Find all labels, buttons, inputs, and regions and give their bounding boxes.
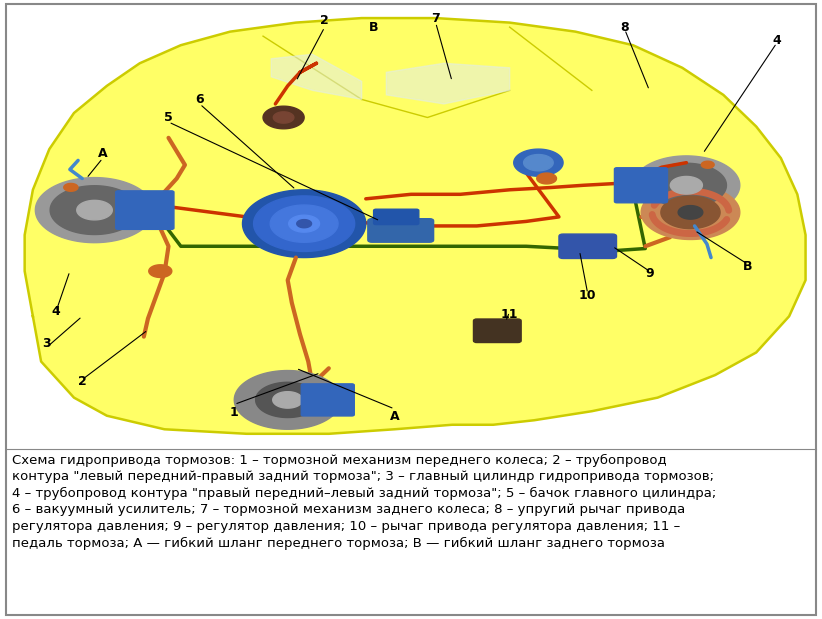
Polygon shape (242, 190, 366, 258)
Text: 10: 10 (579, 290, 597, 303)
Text: 8: 8 (621, 20, 629, 33)
Text: A: A (390, 410, 399, 423)
Polygon shape (514, 149, 563, 176)
Text: B: B (743, 260, 753, 273)
FancyBboxPatch shape (301, 384, 354, 416)
Text: A: A (98, 147, 108, 160)
Text: 2: 2 (321, 14, 329, 27)
Polygon shape (273, 392, 302, 408)
Polygon shape (646, 163, 727, 207)
Polygon shape (35, 178, 154, 243)
FancyBboxPatch shape (373, 209, 419, 225)
Polygon shape (386, 63, 510, 104)
Text: 3: 3 (42, 337, 50, 350)
Text: 6: 6 (196, 93, 204, 106)
Polygon shape (256, 383, 320, 418)
Polygon shape (297, 220, 312, 228)
Text: Схема гидропривода тормозов: 1 – тормозной механизм переднего колеса; 2 – трубоп: Схема гидропривода тормозов: 1 – тормозн… (12, 454, 717, 550)
Polygon shape (537, 173, 556, 184)
Polygon shape (678, 206, 703, 219)
Polygon shape (270, 205, 338, 242)
FancyBboxPatch shape (614, 168, 667, 203)
Polygon shape (149, 265, 172, 277)
Polygon shape (524, 155, 553, 171)
Polygon shape (25, 18, 806, 434)
Polygon shape (661, 196, 720, 228)
Text: 4: 4 (52, 305, 60, 318)
Polygon shape (263, 106, 304, 129)
Polygon shape (289, 215, 320, 232)
Polygon shape (50, 186, 139, 235)
Text: 2: 2 (78, 375, 86, 388)
Polygon shape (271, 54, 362, 100)
Text: B: B (369, 20, 379, 33)
FancyBboxPatch shape (473, 319, 521, 342)
Polygon shape (641, 185, 740, 240)
Polygon shape (234, 371, 341, 429)
Text: 7: 7 (432, 12, 440, 25)
Text: 4: 4 (773, 34, 781, 47)
Polygon shape (633, 156, 740, 215)
FancyBboxPatch shape (368, 219, 434, 242)
Polygon shape (671, 176, 702, 194)
Text: 9: 9 (645, 267, 653, 280)
FancyBboxPatch shape (116, 191, 174, 230)
FancyBboxPatch shape (559, 234, 616, 259)
Polygon shape (76, 201, 113, 220)
Text: 1: 1 (230, 405, 238, 418)
Text: 11: 11 (501, 308, 519, 321)
Polygon shape (274, 112, 294, 123)
Polygon shape (64, 183, 78, 191)
Text: 5: 5 (164, 111, 173, 124)
Polygon shape (701, 161, 714, 168)
Polygon shape (254, 196, 355, 251)
